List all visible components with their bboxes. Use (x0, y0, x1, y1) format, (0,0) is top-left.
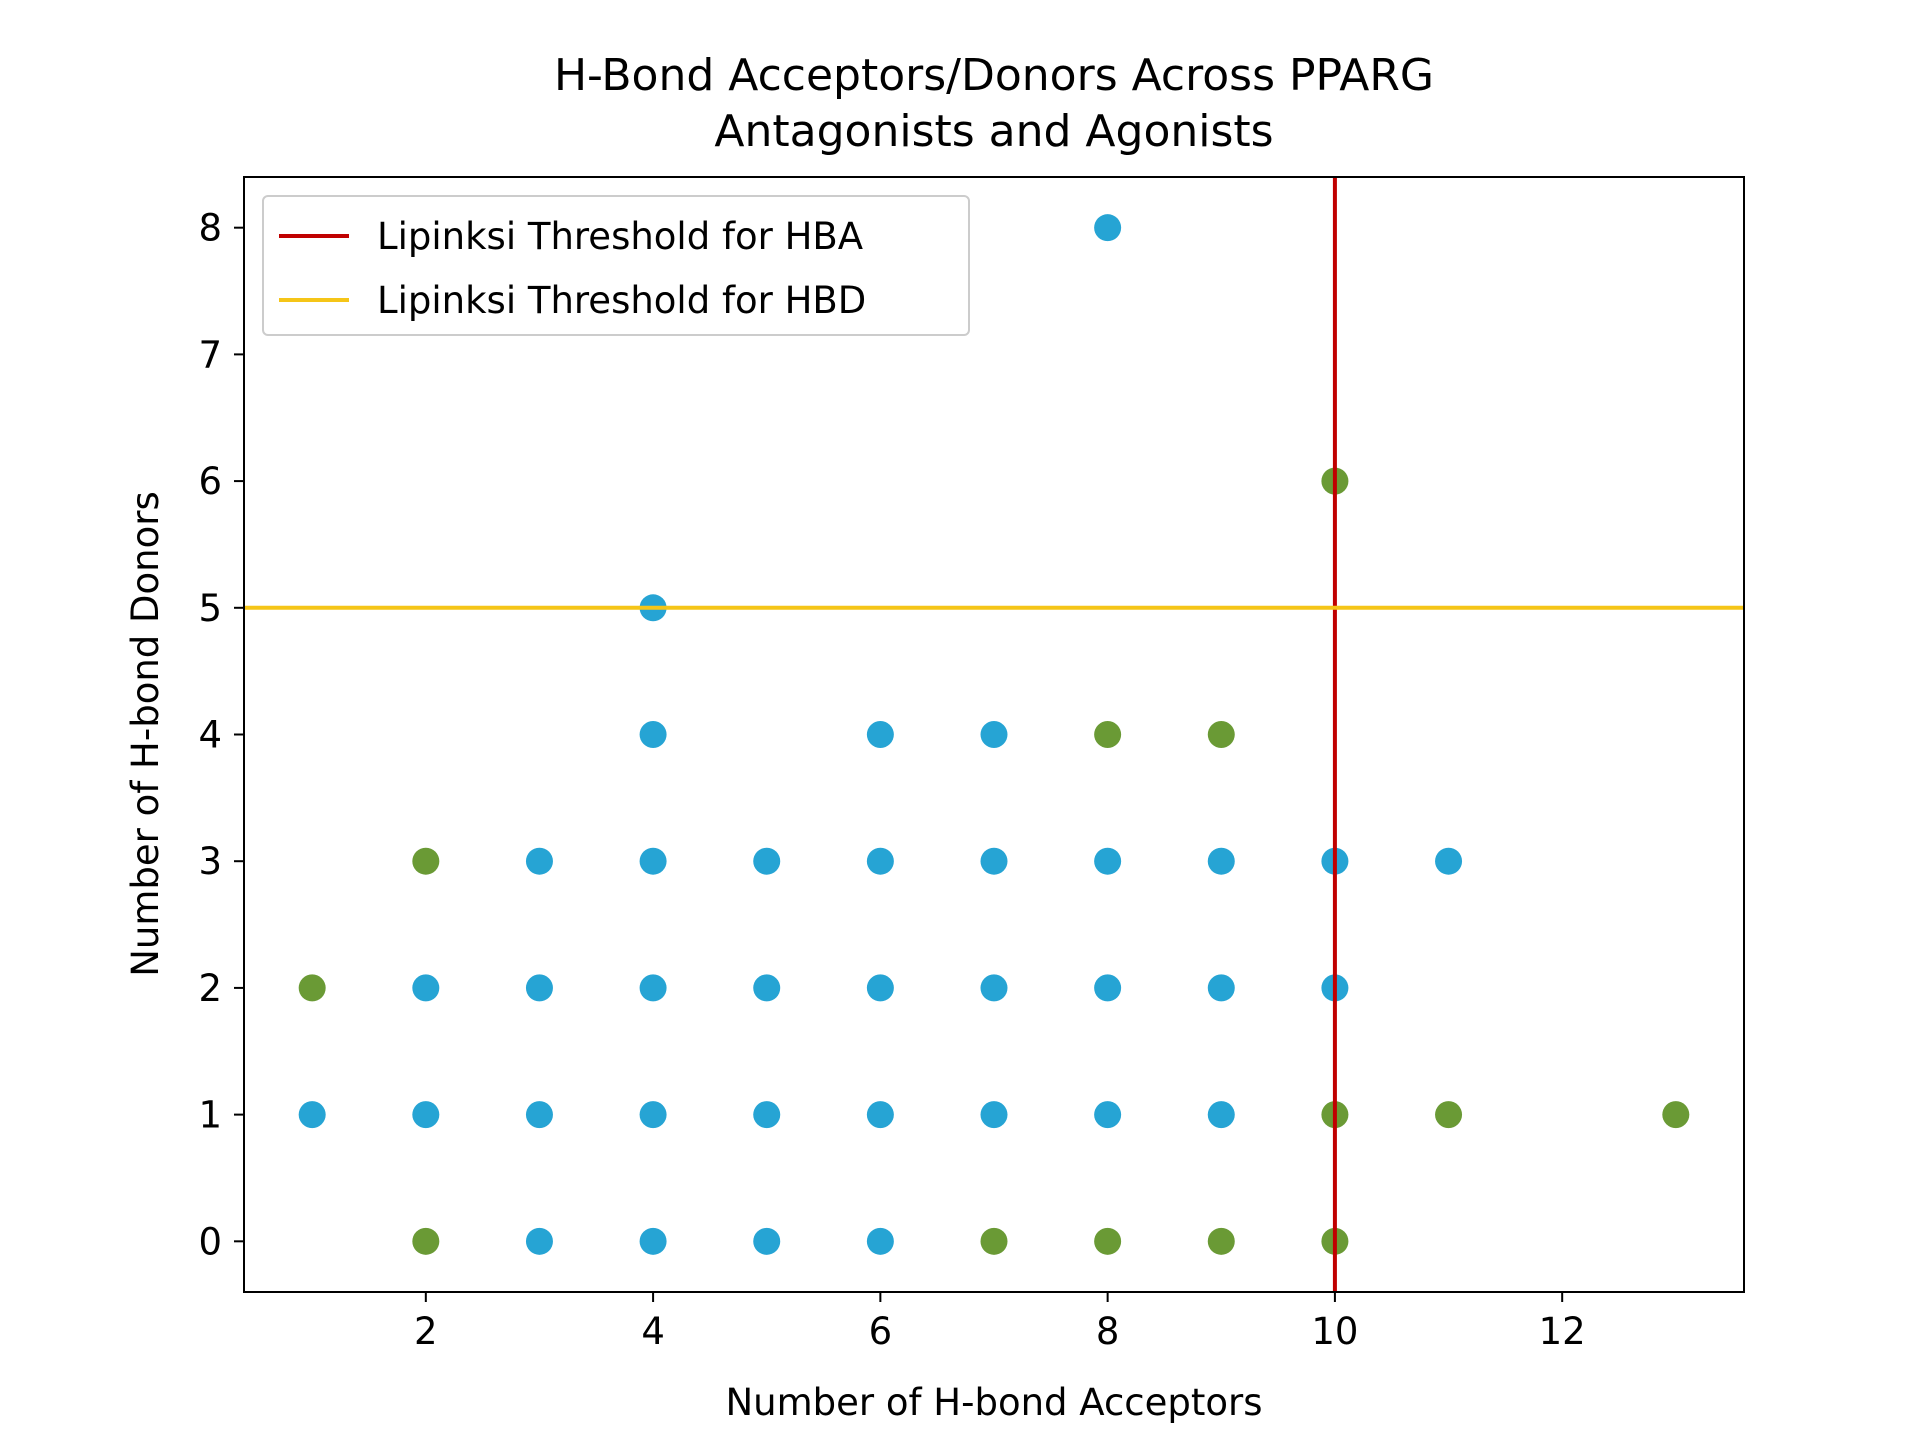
y-tick-label: 8 (198, 207, 222, 250)
data-point (753, 1227, 781, 1255)
x-tick-label: 8 (1096, 1310, 1120, 1353)
data-point (1435, 847, 1463, 875)
data-point (1435, 1101, 1463, 1129)
x-tick-label: 2 (414, 1310, 438, 1353)
series-1 (298, 214, 1463, 1255)
data-point (1662, 1101, 1690, 1129)
x-axis-label: Number of H-bond Acceptors (725, 1381, 1262, 1424)
data-point (1207, 974, 1235, 1002)
data-point (866, 847, 894, 875)
x-tick-label: 12 (1539, 1310, 1586, 1353)
data-point (980, 847, 1008, 875)
x-tick-label: 4 (641, 1310, 665, 1353)
y-tick-label: 3 (198, 840, 222, 883)
y-tick-label: 4 (198, 714, 222, 757)
data-point (980, 1101, 1008, 1129)
y-tick-label: 5 (198, 587, 222, 630)
data-point (412, 1227, 440, 1255)
data-point (412, 1101, 440, 1129)
chart-title-line-2: Antagonists and Agonists (714, 106, 1273, 157)
data-point (1094, 847, 1122, 875)
data-point (1207, 1227, 1235, 1255)
legend-label: Lipinksi Threshold for HBA (377, 215, 863, 258)
data-point (753, 847, 781, 875)
data-point (639, 974, 667, 1002)
data-point (866, 1101, 894, 1129)
data-point (639, 721, 667, 748)
legend: Lipinksi Threshold for HBA Lipinksi Thres… (262, 195, 970, 336)
legend-box (262, 195, 970, 336)
data-point (298, 974, 326, 1002)
data-point (1207, 721, 1235, 748)
y-tick-label: 7 (198, 333, 222, 376)
y-tick-label: 0 (198, 1220, 222, 1263)
data-point (866, 974, 894, 1002)
data-point (866, 1227, 894, 1255)
data-point (525, 847, 553, 875)
data-point (980, 721, 1008, 748)
data-point (1094, 721, 1122, 748)
data-point (1094, 1101, 1122, 1129)
y-tick-label: 6 (198, 460, 222, 503)
data-point (412, 847, 440, 875)
x-tick-label: 10 (1311, 1310, 1358, 1353)
data-point (639, 847, 667, 875)
data-point (1094, 974, 1122, 1002)
data-point (525, 1227, 553, 1255)
data-point (298, 1101, 326, 1129)
data-point (980, 1227, 1008, 1255)
data-point (753, 974, 781, 1002)
y-axis-label: Number of H-bond Donors (124, 491, 167, 977)
data-point (753, 1101, 781, 1129)
chart-title-line-1: H-Bond Acceptors/Donors Across PPARG (554, 50, 1434, 101)
data-point (412, 974, 440, 1002)
data-point (639, 1227, 667, 1255)
data-point (866, 721, 894, 748)
data-point (525, 974, 553, 1002)
data-point (525, 1101, 553, 1129)
legend-label: Lipinksi Threshold for HBD (377, 279, 866, 322)
y-tick-label: 2 (198, 967, 222, 1010)
data-point (1207, 1101, 1235, 1129)
x-tick-label: 6 (869, 1310, 893, 1353)
data-point (1094, 1227, 1122, 1255)
data-point (1207, 847, 1235, 875)
data-point (980, 974, 1008, 1002)
y-tick-label: 1 (198, 1094, 222, 1137)
data-point (639, 1101, 667, 1129)
data-point (1094, 214, 1122, 242)
